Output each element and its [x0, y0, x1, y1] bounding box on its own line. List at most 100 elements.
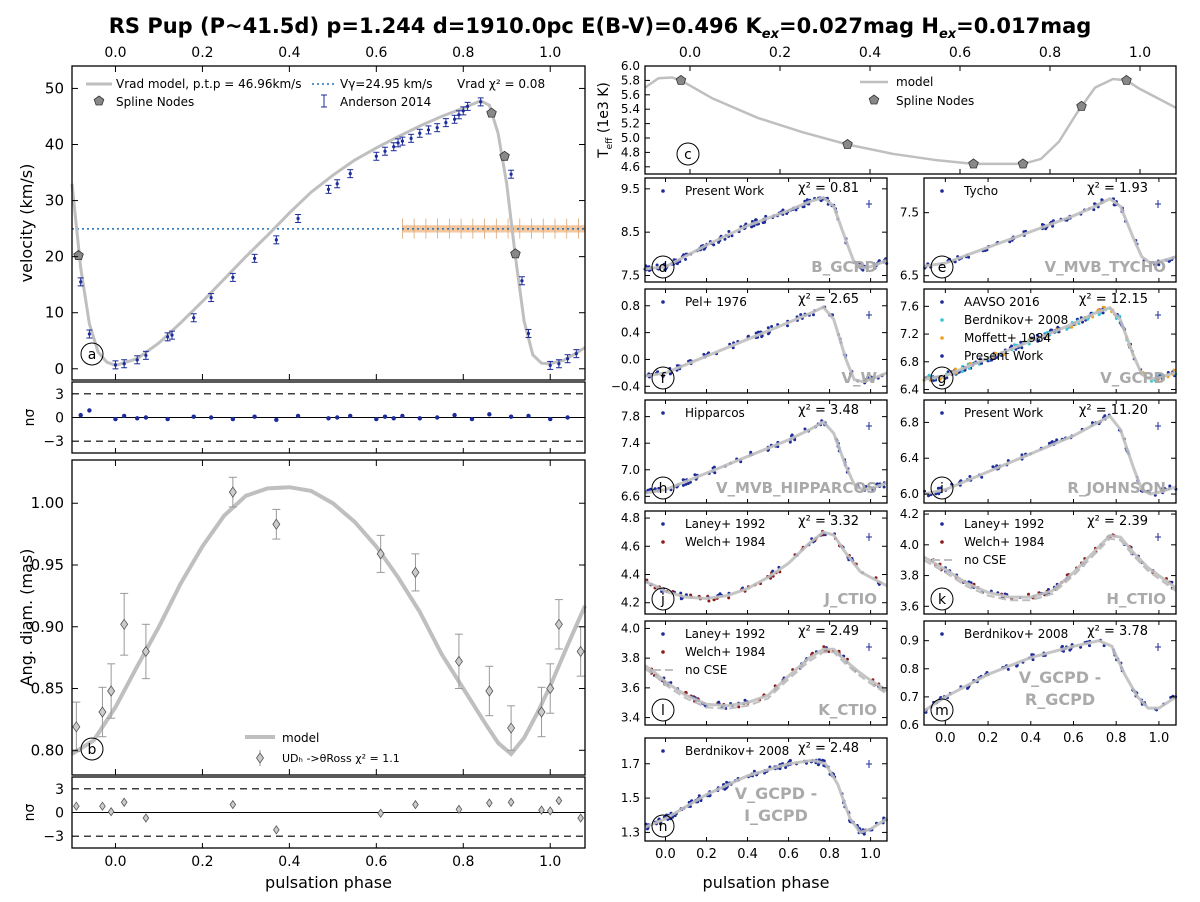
panel-g-legend-swatch — [940, 300, 944, 304]
panel-m-xtick-label: 0.2 — [978, 731, 999, 746]
vrad-point — [87, 332, 91, 336]
resid-b-ytick-label: 0 — [55, 806, 64, 822]
panel-j-data-point — [718, 592, 722, 596]
panel-c-frame — [644, 65, 1177, 175]
panel-c-badge-text: c — [684, 147, 692, 163]
panel-n-xtick-label: 0.6 — [778, 847, 799, 862]
resid-b-point — [455, 804, 463, 815]
resid-a-point — [548, 416, 553, 422]
panel-b-frame — [71, 459, 586, 776]
legend-diam-ud: UDₕ ->θRoss χ² = 1.1 — [282, 752, 400, 765]
vrad-point — [374, 154, 378, 158]
diam-point — [537, 706, 546, 718]
panel-e-legend-swatch — [940, 189, 944, 193]
panel-c-top-xtick-label: 0.4 — [859, 45, 881, 61]
panel-k-ytick-label: 3.8 — [900, 569, 919, 583]
panel-a-ytick-label: 10 — [45, 304, 64, 322]
legend-diam-swatch — [256, 752, 264, 764]
vrad-point — [348, 172, 352, 176]
panel-m-xtick-label: 0.8 — [1106, 731, 1127, 746]
spline-node — [510, 248, 521, 259]
panel-g-legend-0: AAVSO 2016 — [964, 295, 1040, 309]
resid-a-ytick-label: 0 — [55, 411, 64, 427]
vrad-point — [326, 187, 331, 191]
vrad-point — [396, 141, 400, 145]
panel-f-data-point — [746, 334, 750, 338]
panel-c-ytick-label: 5.4 — [621, 102, 640, 116]
panel-l-ytick-label: 3.6 — [621, 681, 640, 695]
panel-m-data-point — [1031, 658, 1035, 662]
panel-f-badge-text: f — [661, 371, 667, 387]
panel-a-ytick-label: 20 — [45, 248, 64, 266]
panel-c-badge-circle — [676, 142, 700, 166]
panel-l-nocse-line — [644, 651, 888, 710]
panel-i-frame — [923, 399, 1177, 504]
panel-n-data-point — [862, 832, 866, 836]
panel-j-data-point — [679, 591, 683, 595]
panel-i-ytick-label: 6.0 — [900, 487, 919, 501]
panel-g-band-label: V_GCPD — [1100, 369, 1166, 387]
panel-c-top-xtick-label: 0.6 — [949, 45, 971, 61]
panel-l-legend-swatch — [661, 632, 665, 636]
panel-a-top-xtick-label: 1.0 — [539, 45, 561, 61]
resid-b-point — [229, 799, 237, 810]
panel-i-ytick-label: 6.8 — [900, 415, 919, 429]
legend-teff-nodes: Spline Nodes — [896, 94, 974, 108]
panel-c-ylabel-unit: (1e3 K) — [596, 82, 612, 137]
panel-m-band-label-1: V_GCPD - — [1019, 668, 1101, 687]
vrad-point — [166, 335, 170, 339]
panel-g-data-point — [1020, 346, 1024, 350]
diam-point — [272, 518, 281, 530]
panel-b-ylabel: Ang. diam. (mas) — [17, 549, 36, 687]
panel-h-ytick-label: 7.4 — [621, 436, 640, 450]
panel-n-band-label-2: I_GCPD — [744, 806, 808, 825]
vrad-point — [574, 352, 578, 356]
panel-l-badge-text: l — [661, 703, 665, 719]
panel-l-data-point — [827, 650, 831, 654]
panel-n-frame — [644, 737, 888, 842]
resid-a-point — [374, 416, 379, 422]
resid-b-point — [507, 797, 515, 807]
legend-teff-model: model — [896, 75, 933, 89]
panel-l-legend-1: Welch+ 1984 — [685, 645, 766, 659]
panel-g-data-point — [1056, 325, 1060, 329]
resid-b-point — [577, 813, 584, 823]
resid-a-point — [274, 417, 279, 423]
legend-vrad-chi2: Vrad χ² = 0.08 — [457, 77, 545, 91]
panel-d-band-label: B_GCPD — [811, 258, 877, 276]
panel-h-data-point — [684, 482, 688, 486]
vrad-point — [335, 182, 339, 186]
resid-b-point — [273, 825, 280, 835]
panel-n-ytick-label: 1.7 — [621, 757, 640, 771]
panel-f-band-label: V_W — [841, 369, 877, 387]
teff-model-line — [644, 76, 1177, 166]
panel-e-frame — [923, 177, 1177, 283]
panel-i-badge-circle — [930, 476, 954, 500]
diam-point — [546, 682, 555, 695]
panel-b-ytick-label: 0.90 — [31, 618, 64, 636]
panel-b-badge-text: b — [88, 742, 97, 758]
panel-f-frame — [644, 288, 888, 394]
resid-b-point — [120, 797, 128, 807]
vrad-point — [209, 295, 213, 300]
panel-g-data-point — [946, 370, 950, 374]
panel-k-legend-swatch — [940, 540, 944, 544]
panel-h-data-point — [749, 450, 753, 454]
resid-a-ytick-label: 3 — [55, 387, 64, 403]
resid-a-point — [469, 416, 475, 422]
panel-m-data-point — [1006, 667, 1010, 671]
panel-m-band-label-2: R_GCPD — [1025, 690, 1095, 709]
title-part-3: =0.017mag — [956, 14, 1092, 38]
panel-e-ytick-label: 7.5 — [900, 206, 919, 220]
panel-b-badge-circle — [80, 737, 104, 761]
resid-a-point — [391, 416, 396, 421]
panel-f-badge-circle — [651, 366, 675, 390]
panel-m-chi2: χ² = 3.78 — [1087, 624, 1148, 639]
panel-l-data-point — [737, 705, 741, 709]
panel-d-data-point — [861, 268, 865, 272]
panel-e-band-label: V_MVB_TYCHO — [1045, 258, 1166, 276]
panel-i-ytick-label: 6.4 — [900, 451, 919, 465]
panel-m-legend-0: Berdnikov+ 2008 — [964, 627, 1068, 641]
